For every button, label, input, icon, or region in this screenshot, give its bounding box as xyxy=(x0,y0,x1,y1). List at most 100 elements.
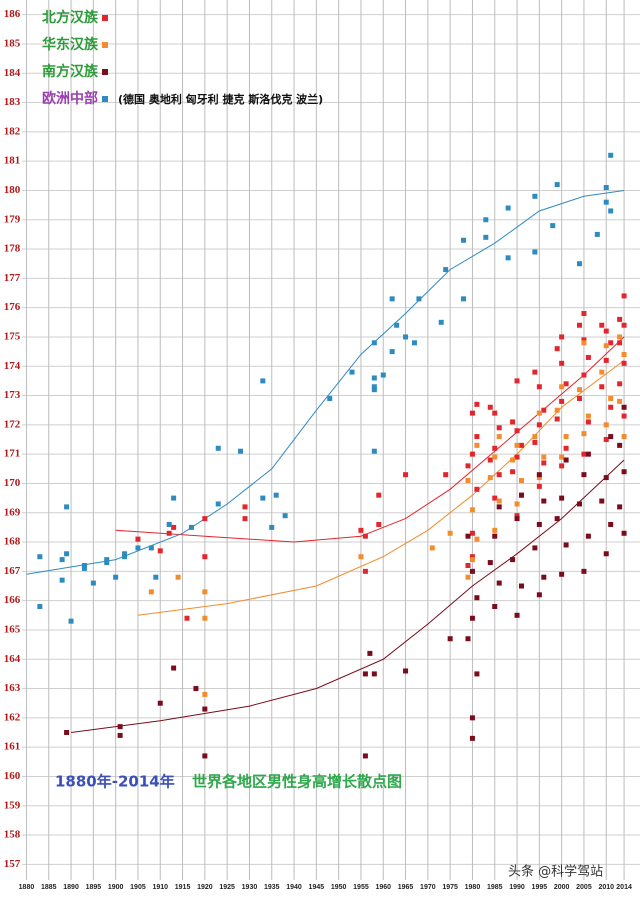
point xyxy=(380,372,386,378)
point xyxy=(532,545,538,551)
point xyxy=(559,454,565,460)
point xyxy=(68,618,74,624)
point xyxy=(362,753,368,759)
point xyxy=(608,395,614,401)
x-tick-label: 1990 xyxy=(509,884,525,891)
point xyxy=(514,442,520,448)
point xyxy=(554,182,560,188)
y-tick-label: 175 xyxy=(4,330,21,342)
point xyxy=(371,375,377,381)
x-tick-label: 1980 xyxy=(465,884,481,891)
y-tick-label: 179 xyxy=(4,213,21,225)
point xyxy=(559,463,565,469)
y-tick-label: 178 xyxy=(4,243,21,255)
point xyxy=(104,557,110,563)
point xyxy=(474,486,480,492)
x-tick-label: 1965 xyxy=(398,884,414,891)
point xyxy=(563,445,569,451)
point xyxy=(148,545,154,551)
point xyxy=(617,442,623,448)
point xyxy=(496,580,502,586)
point xyxy=(581,472,587,478)
point xyxy=(536,475,542,481)
point xyxy=(576,322,582,328)
point xyxy=(122,554,128,560)
point xyxy=(621,413,627,419)
x-tick-label: 1940 xyxy=(286,884,302,891)
point xyxy=(510,557,516,563)
point xyxy=(443,472,449,478)
legend-note: (德国 奥地利 匈牙利 捷克 斯洛伐克 波兰) xyxy=(118,92,323,106)
point xyxy=(514,612,520,618)
point xyxy=(559,334,565,340)
legend-label: 华东汉族 xyxy=(42,36,99,53)
legend-label: 欧洲中部 xyxy=(42,90,98,107)
point xyxy=(148,589,154,595)
point xyxy=(576,387,582,393)
annotation-title: 世界各地区男性身高增长散点图 xyxy=(192,773,402,791)
point xyxy=(269,524,275,530)
y-tick-label: 182 xyxy=(4,125,21,137)
point xyxy=(358,554,364,560)
point xyxy=(429,545,435,551)
point xyxy=(389,296,395,302)
point xyxy=(505,255,511,261)
point xyxy=(104,560,110,566)
trend-line xyxy=(26,190,625,575)
y-tick-label: 186 xyxy=(4,8,21,20)
point xyxy=(532,193,538,199)
point xyxy=(469,554,475,560)
y-tick-label: 161 xyxy=(4,741,21,753)
point xyxy=(621,434,627,440)
point xyxy=(532,249,538,255)
point xyxy=(563,434,569,440)
point xyxy=(362,671,368,677)
point xyxy=(487,475,493,481)
point xyxy=(389,349,395,355)
point xyxy=(81,562,87,568)
point xyxy=(403,668,409,674)
point xyxy=(603,185,609,191)
trend-line xyxy=(137,360,625,616)
y-tick-label: 185 xyxy=(4,37,21,49)
legend-swatch xyxy=(102,42,108,48)
point xyxy=(541,460,547,466)
point xyxy=(496,472,502,478)
y-tick-label: 160 xyxy=(4,770,21,782)
point xyxy=(282,513,288,519)
point xyxy=(438,319,444,325)
point xyxy=(581,451,587,457)
x-tick-label: 1885 xyxy=(41,884,57,891)
point xyxy=(519,442,525,448)
point xyxy=(474,401,480,407)
point xyxy=(469,557,475,563)
point xyxy=(536,422,542,428)
x-tick-label: 1955 xyxy=(353,884,369,891)
point xyxy=(603,437,609,442)
point xyxy=(532,369,538,375)
point xyxy=(563,542,569,548)
point xyxy=(581,337,587,343)
point xyxy=(469,451,475,457)
y-tick-label: 184 xyxy=(4,67,21,79)
x-tick-label: 1995 xyxy=(532,884,548,891)
y-tick-label: 164 xyxy=(4,653,21,665)
point xyxy=(157,548,163,554)
point xyxy=(184,615,190,621)
point xyxy=(554,416,560,422)
point xyxy=(188,524,194,530)
point xyxy=(554,346,560,352)
point xyxy=(617,340,623,346)
point xyxy=(487,560,493,566)
y-tick-label: 169 xyxy=(4,506,21,518)
point xyxy=(603,343,609,349)
point xyxy=(492,410,498,416)
point xyxy=(362,533,368,539)
point xyxy=(496,504,502,510)
x-tick-label: 2010 xyxy=(598,884,614,891)
point xyxy=(603,475,609,481)
point xyxy=(514,516,520,522)
point xyxy=(576,261,582,267)
point xyxy=(474,442,480,448)
